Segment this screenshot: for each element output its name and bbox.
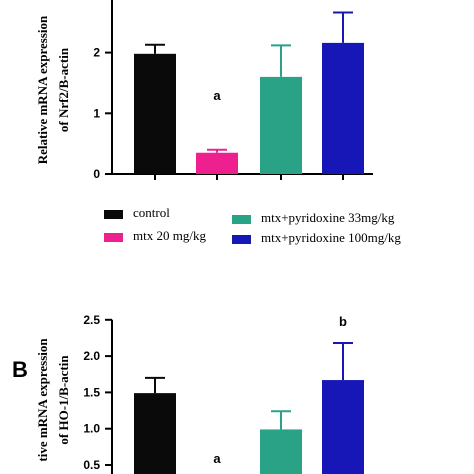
legend-item-pyridoxine-100: mtx+pyridoxine 100mg/kg <box>232 230 401 246</box>
bar <box>196 152 238 174</box>
bar <box>134 393 176 474</box>
legend-label: mtx 20 mg/kg <box>133 228 206 243</box>
y-tick-label: 2.5 <box>83 313 100 327</box>
y-axis-label: Relative mRNA expression <box>35 15 50 164</box>
legend-swatch <box>232 214 251 224</box>
legend-swatch <box>104 209 123 219</box>
y-tick-label: 0 <box>93 167 100 181</box>
bar <box>134 53 176 175</box>
significance-label: a <box>213 88 221 103</box>
bar <box>322 42 364 174</box>
y-axis-label: tive mRNA expression <box>35 338 50 462</box>
legend-item-mtx: mtx 20 mg/kg <box>104 228 206 244</box>
legend-label: mtx+pyridoxine 33mg/kg <box>261 210 395 225</box>
y-tick-label: 1 <box>93 106 100 120</box>
y-tick-label: 2 <box>93 46 100 60</box>
bar <box>322 380 364 474</box>
legend-label: mtx+pyridoxine 100mg/kg <box>261 230 401 245</box>
y-axis-label: of HO-1/B-actin <box>56 355 71 445</box>
legend-swatch <box>232 234 251 244</box>
y-axis-label: of Nrf2/B-actin <box>56 47 71 132</box>
ho1-chart: 0.5 1.0 1.5 2.0 2.5 tive mRNA expression of HO… <box>35 313 364 474</box>
bar <box>260 76 302 174</box>
legend-item-control: control <box>104 205 170 221</box>
legend-label: control <box>133 205 170 220</box>
y-tick-label: 1.5 <box>83 385 100 399</box>
legend-item-pyridoxine-33: mtx+pyridoxine 33mg/kg <box>232 210 394 226</box>
panel-label: B <box>12 357 28 382</box>
significance-label: a <box>213 451 221 466</box>
y-tick-label: 0.5 <box>83 458 100 472</box>
y-tick-label: 1.0 <box>83 422 100 436</box>
nrf2-chart: 0 1 2 Relative mRNA expression of Nrf2/B-act… <box>35 0 373 181</box>
significance-label: b <box>339 314 347 329</box>
legend-swatch <box>104 232 123 242</box>
y-tick-label: 2.0 <box>83 349 100 363</box>
bar <box>260 429 302 474</box>
